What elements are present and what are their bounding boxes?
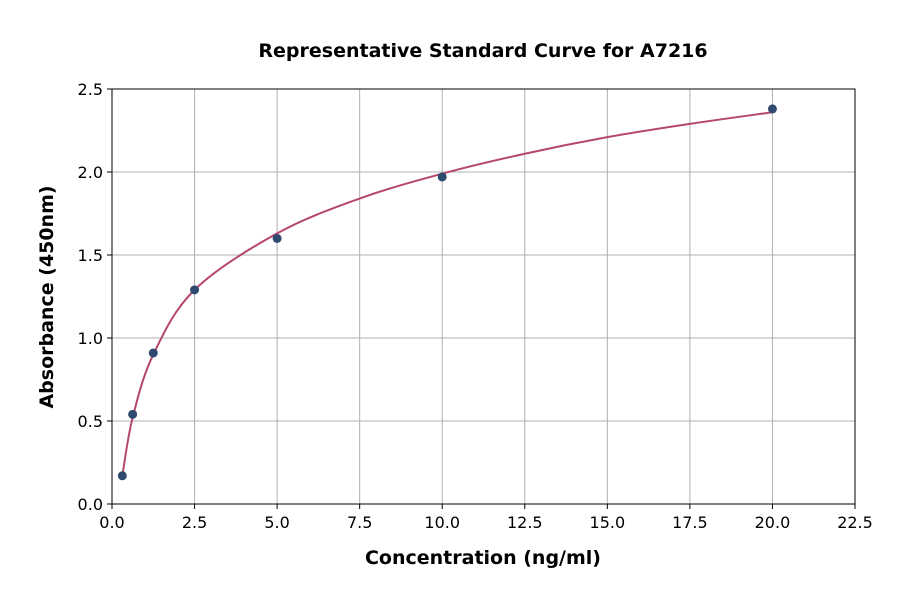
data-point [148, 348, 158, 358]
data-point [128, 409, 138, 419]
grid [111, 88, 856, 505]
y-axis-label: Absorbance (450nm) [36, 185, 58, 408]
x-tick-label: 20.0 [755, 513, 791, 532]
y-axis: 0.0 0.5 1.0 1.5 2.0 2.5 [78, 80, 112, 514]
y-tick-label: 0.0 [78, 495, 103, 514]
x-tick-label: 7.5 [347, 513, 372, 532]
x-tick-label: 15.0 [590, 513, 626, 532]
x-tick-label: 17.5 [672, 513, 708, 532]
data-points [117, 104, 777, 481]
chart-title: Representative Standard Curve for A7216 [258, 40, 707, 62]
x-axis: 0.0 2.5 5.0 7.5 10.0 12.5 15.0 17.5 20.0 22.5 [99, 504, 873, 532]
data-point [190, 285, 200, 295]
data-point [272, 233, 282, 243]
x-tick-label: 0.0 [99, 513, 124, 532]
y-tick-label: 2.5 [78, 80, 103, 99]
fit-curve [121, 111, 773, 476]
y-tick-label: 0.5 [78, 412, 103, 431]
x-axis-label: Concentration (ng/ml) [365, 547, 601, 569]
x-tick-label: 10.0 [424, 513, 460, 532]
data-point [437, 172, 447, 182]
x-tick-label: 5.0 [264, 513, 289, 532]
data-point [117, 471, 127, 481]
y-tick-label: 1.5 [78, 246, 103, 265]
plot-frame [111, 88, 856, 505]
y-tick-label: 1.0 [78, 329, 103, 348]
data-point [767, 104, 777, 114]
x-tick-label: 2.5 [182, 513, 207, 532]
x-tick-label: 12.5 [507, 513, 543, 532]
x-tick-label: 22.5 [837, 513, 873, 532]
y-tick-label: 2.0 [78, 163, 103, 182]
